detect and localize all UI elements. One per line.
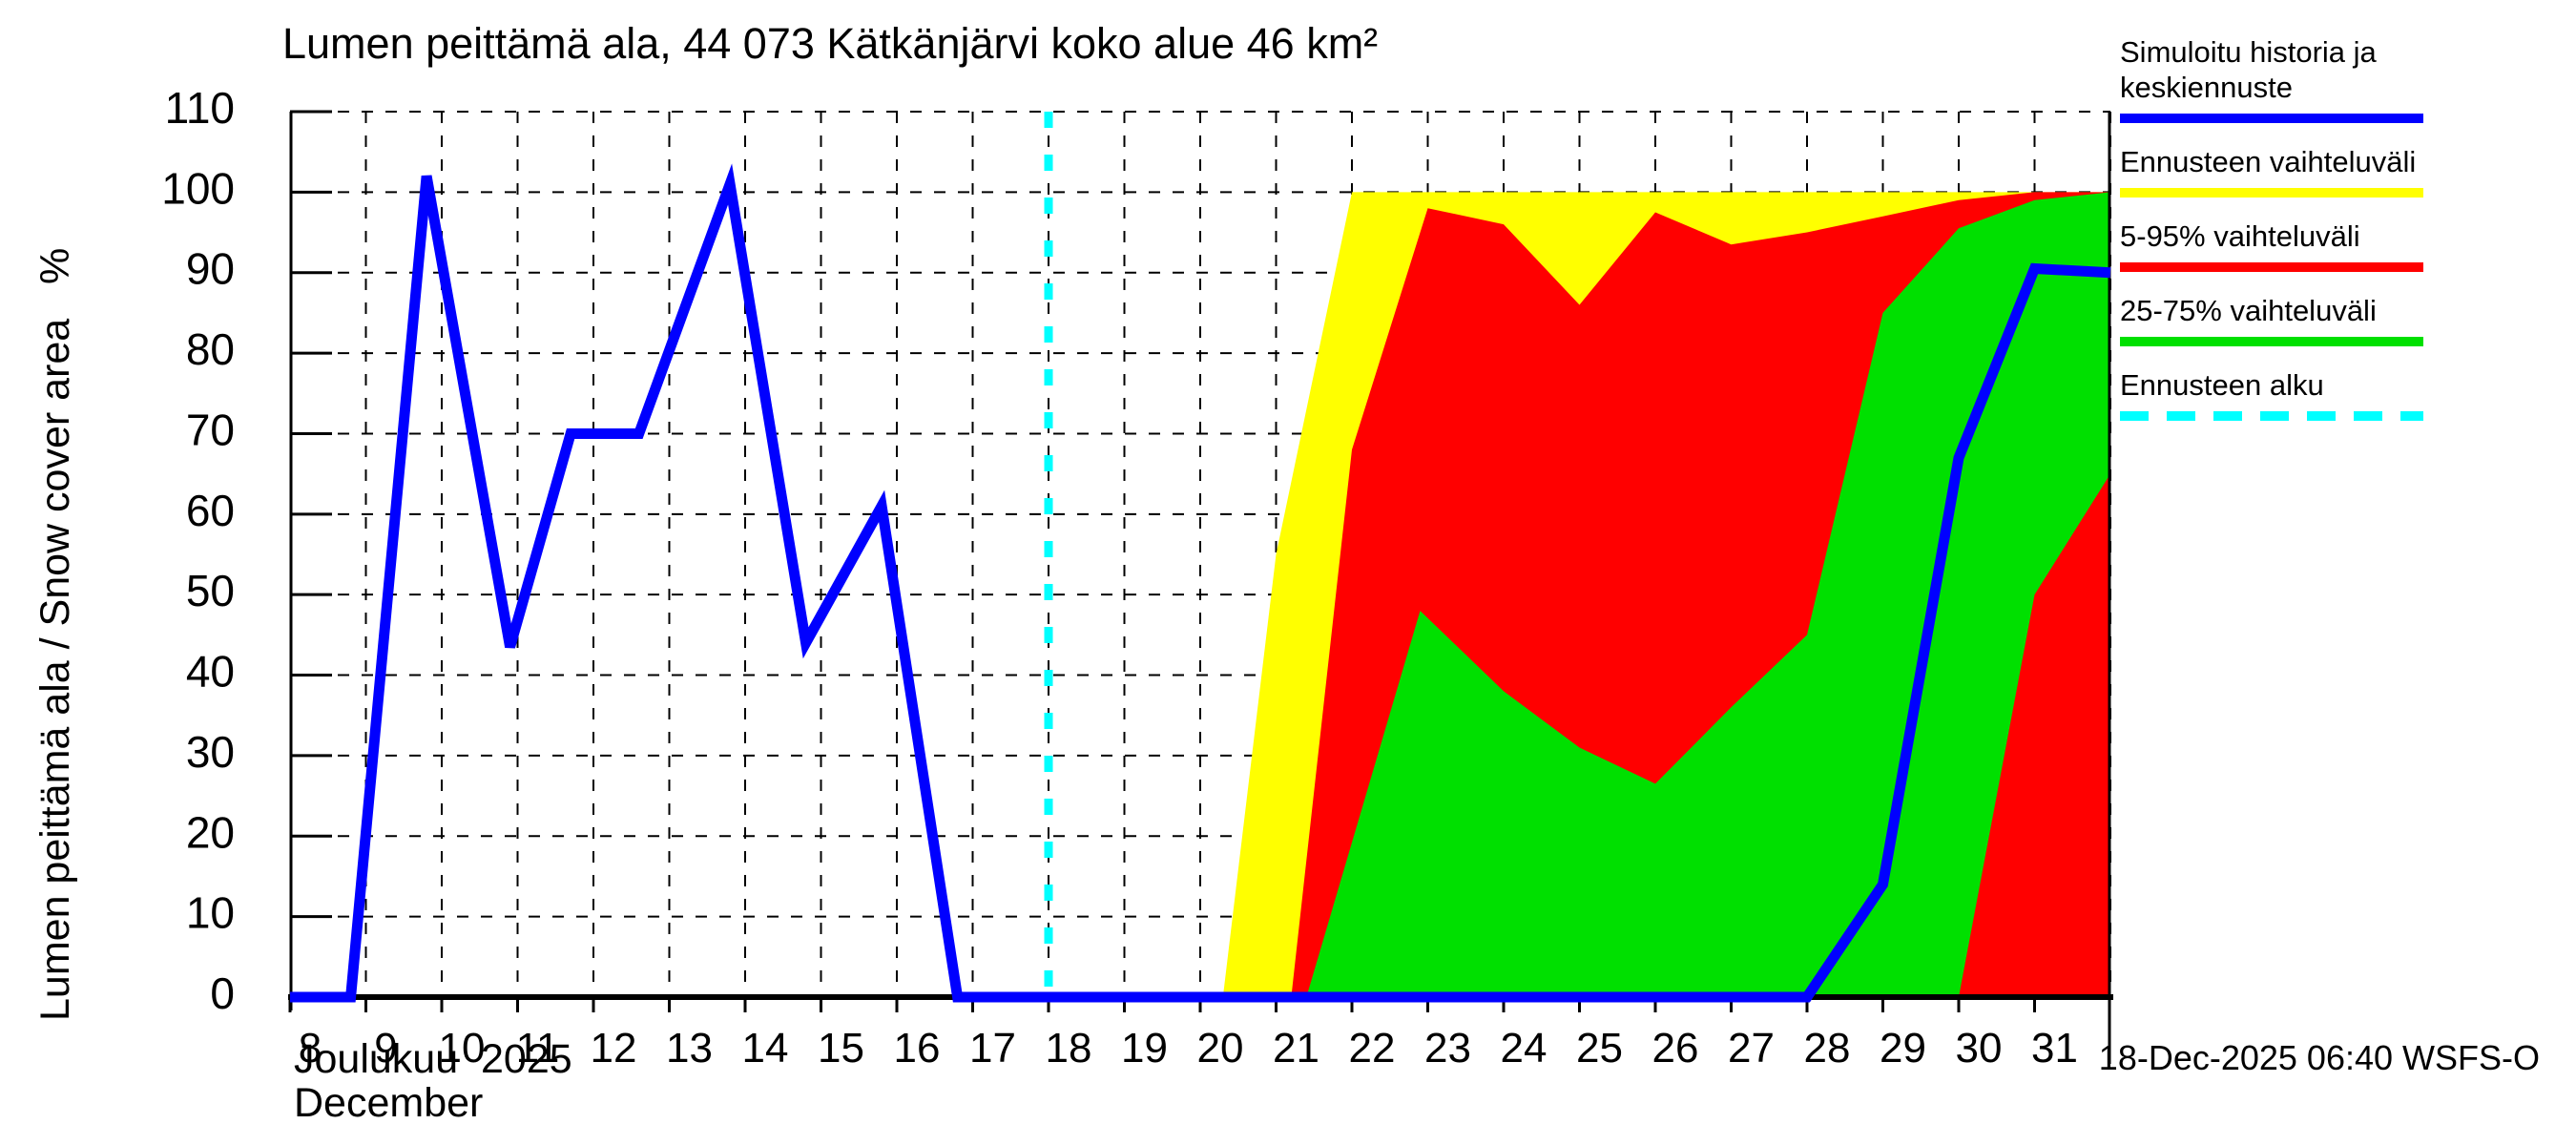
y-tick-label: 70 (186, 405, 235, 454)
x-tick-label: 11 (516, 1025, 560, 1072)
y-tick-label: 80 (186, 324, 235, 374)
legend-label: 5-95% vaihteluväli (2120, 219, 2360, 253)
band-2 (1306, 192, 2110, 997)
legend-swatch (2120, 188, 2423, 198)
legend-entry-3: 25-75% vaihteluväli (2120, 293, 2463, 346)
legend-swatch (2120, 262, 2423, 272)
y-tick-label: 30 (186, 727, 235, 777)
legend: Simuloitu historia ja keskiennuste Ennust… (2120, 34, 2463, 442)
y-tick-label: 10 (186, 888, 235, 938)
x-tick-label: 9 (374, 1025, 397, 1072)
timestamp-footer: 18-Dec-2025 06:40 WSFS-O (2098, 1038, 2540, 1077)
x-tick-label: 12 (591, 1025, 637, 1072)
x-tick-label: 8 (299, 1025, 322, 1072)
x-tick-label: 23 (1424, 1025, 1471, 1072)
legend-entry-4: Ennusteen alku (2120, 367, 2463, 421)
x-tick-label: 19 (1121, 1025, 1168, 1072)
legend-swatch (2120, 337, 2423, 346)
legend-entry-2: 5-95% vaihteluväli (2120, 219, 2463, 272)
y-tick-label: 90 (186, 244, 235, 294)
x-tick-label: 25 (1576, 1025, 1623, 1072)
x-tick-label: 14 (742, 1025, 789, 1072)
legend-label: Ennusteen alku (2120, 368, 2324, 402)
x-tick-label: 24 (1501, 1025, 1548, 1072)
y-tick-label: 50 (186, 566, 235, 615)
x-tick-label: 29 (1880, 1025, 1926, 1072)
y-tick-label: 40 (186, 647, 235, 697)
legend-entry-0: Simuloitu historia ja keskiennuste (2120, 34, 2463, 123)
x-tick-label: 26 (1652, 1025, 1699, 1072)
month-label-english: December (294, 1080, 484, 1126)
legend-label: 25-75% vaihteluväli (2120, 294, 2377, 327)
x-tick-label: 28 (1804, 1025, 1851, 1072)
legend-label: Ennusteen vaihteluväli (2120, 145, 2417, 178)
median-line (290, 163, 2111, 1003)
x-tick-label: 18 (1046, 1025, 1092, 1072)
y-tick-label: 0 (210, 968, 235, 1018)
x-tick-label: 10 (439, 1025, 486, 1072)
y-tick-label: 60 (186, 486, 235, 535)
x-tick-label: 30 (1956, 1025, 2003, 1072)
x-tick-label: 13 (666, 1025, 713, 1072)
x-tick-label: 16 (894, 1025, 941, 1072)
x-tick-label: 22 (1349, 1025, 1396, 1072)
x-tick-label: 21 (1273, 1025, 1319, 1072)
legend-swatch (2120, 411, 2423, 421)
month-label-finnish: Joulukuu 2025 (294, 1036, 572, 1082)
y-tick-label: 110 (165, 83, 235, 133)
chart-title: Lumen peittämä ala, 44 073 Kätkänjärvi k… (282, 19, 1379, 68)
y-tick-label: 100 (161, 163, 235, 213)
legend-swatch (2120, 114, 2423, 123)
x-tick-label: 17 (969, 1025, 1016, 1072)
legend-label: Simuloitu historia ja keskiennuste (2120, 35, 2377, 104)
x-tick-label: 31 (2031, 1025, 2078, 1072)
x-tick-label: 15 (818, 1025, 864, 1072)
y-tick-label: 20 (186, 807, 235, 857)
x-tick-label: 27 (1728, 1025, 1775, 1072)
legend-entry-1: Ennusteen vaihteluväli (2120, 144, 2463, 198)
x-tick-label: 20 (1197, 1025, 1244, 1072)
